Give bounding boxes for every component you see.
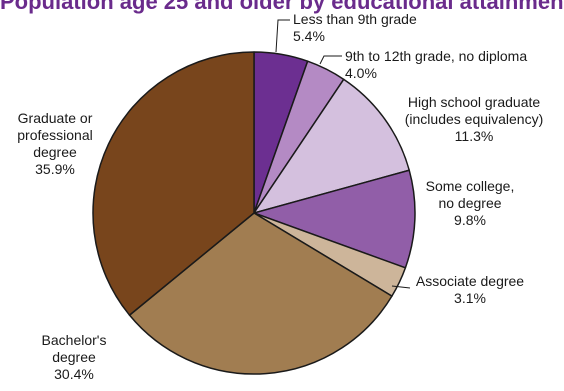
slice-category-label: no degree <box>438 195 501 211</box>
slice-value-label: 9.8% <box>454 212 486 228</box>
slice-value-label: 35.9% <box>35 161 75 177</box>
leader-line <box>275 19 290 53</box>
slice-category-label: High school graduate <box>408 94 541 110</box>
chart-title: Population age 25 and older by education… <box>0 0 564 14</box>
leader-line <box>319 55 342 65</box>
pie-slice <box>253 78 410 214</box>
slice-category-label: Graduate or <box>18 110 93 126</box>
slice-label: Bachelor's degree 30.4% <box>42 332 107 382</box>
slice-category-label: Associate degree <box>416 273 524 289</box>
slice-label: Some college, no degree 9.8% <box>426 178 515 228</box>
slice-category-label: degree <box>52 349 96 365</box>
slice-category-label: degree <box>33 144 77 160</box>
pie-slice <box>92 51 255 316</box>
slice-category-label: (includes equivalency) <box>405 111 544 127</box>
leader-line <box>391 285 411 289</box>
pie-slice <box>253 169 416 269</box>
slice-label: Graduate or professional degree 35.9% <box>17 110 93 177</box>
slice-category-label: Bachelor's <box>42 332 107 348</box>
slice-label: Associate degree 3.1% <box>416 273 524 306</box>
slice-category-label: 9th to 12th grade, no diploma <box>345 48 527 64</box>
slice-value-label: 5.4% <box>293 28 325 44</box>
slice-category-label: professional <box>17 127 93 143</box>
slice-label: 9th to 12th grade, no diploma 4.0% <box>345 48 527 81</box>
slice-value-label: 4.0% <box>345 65 377 81</box>
pie-slice <box>128 212 393 375</box>
slice-category-label: Some college, <box>426 178 515 194</box>
slice-value-label: 11.3% <box>455 128 494 144</box>
slice-category-label: Less than 9th grade <box>293 11 417 27</box>
slice-value-label: 30.4% <box>54 366 94 382</box>
slice-value-label: 3.1% <box>454 290 486 306</box>
slice-label: High school graduate (includes equivalenc… <box>405 94 544 144</box>
slice-label: Less than 9th grade 5.4% <box>293 11 417 44</box>
